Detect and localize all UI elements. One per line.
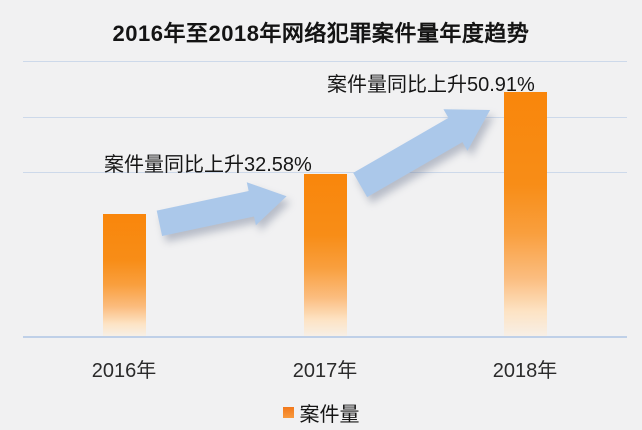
x-axis-label-2018年: 2018年: [492, 360, 558, 382]
growth-arrow-2016-2017-icon: [156, 182, 287, 237]
bar-2017年: [303, 174, 347, 336]
legend-swatch-icon: [282, 407, 294, 418]
bar-2016年: [102, 214, 146, 336]
legend-label: 案件量: [299, 404, 360, 426]
annotation-growth-2017: 案件量同比上升32.58%: [104, 154, 312, 176]
legend: 案件量: [0, 398, 642, 427]
x-axis-label-2017年: 2017年: [292, 360, 358, 382]
gridline-top: [23, 61, 627, 62]
chart-title: 2016年至2018年网络犯罪案件量年度趋势: [112, 21, 530, 46]
gridline-middle-lower: [23, 172, 627, 173]
gridline-middle-upper: [23, 117, 627, 118]
bar-2018年: [503, 92, 547, 336]
x-axis-line: [23, 336, 627, 338]
annotation-growth-2018: 案件量同比上升50.91%: [327, 74, 535, 96]
x-axis-label-2016年: 2016年: [91, 360, 157, 382]
growth-arrow-2017-2018-icon: [353, 109, 491, 198]
